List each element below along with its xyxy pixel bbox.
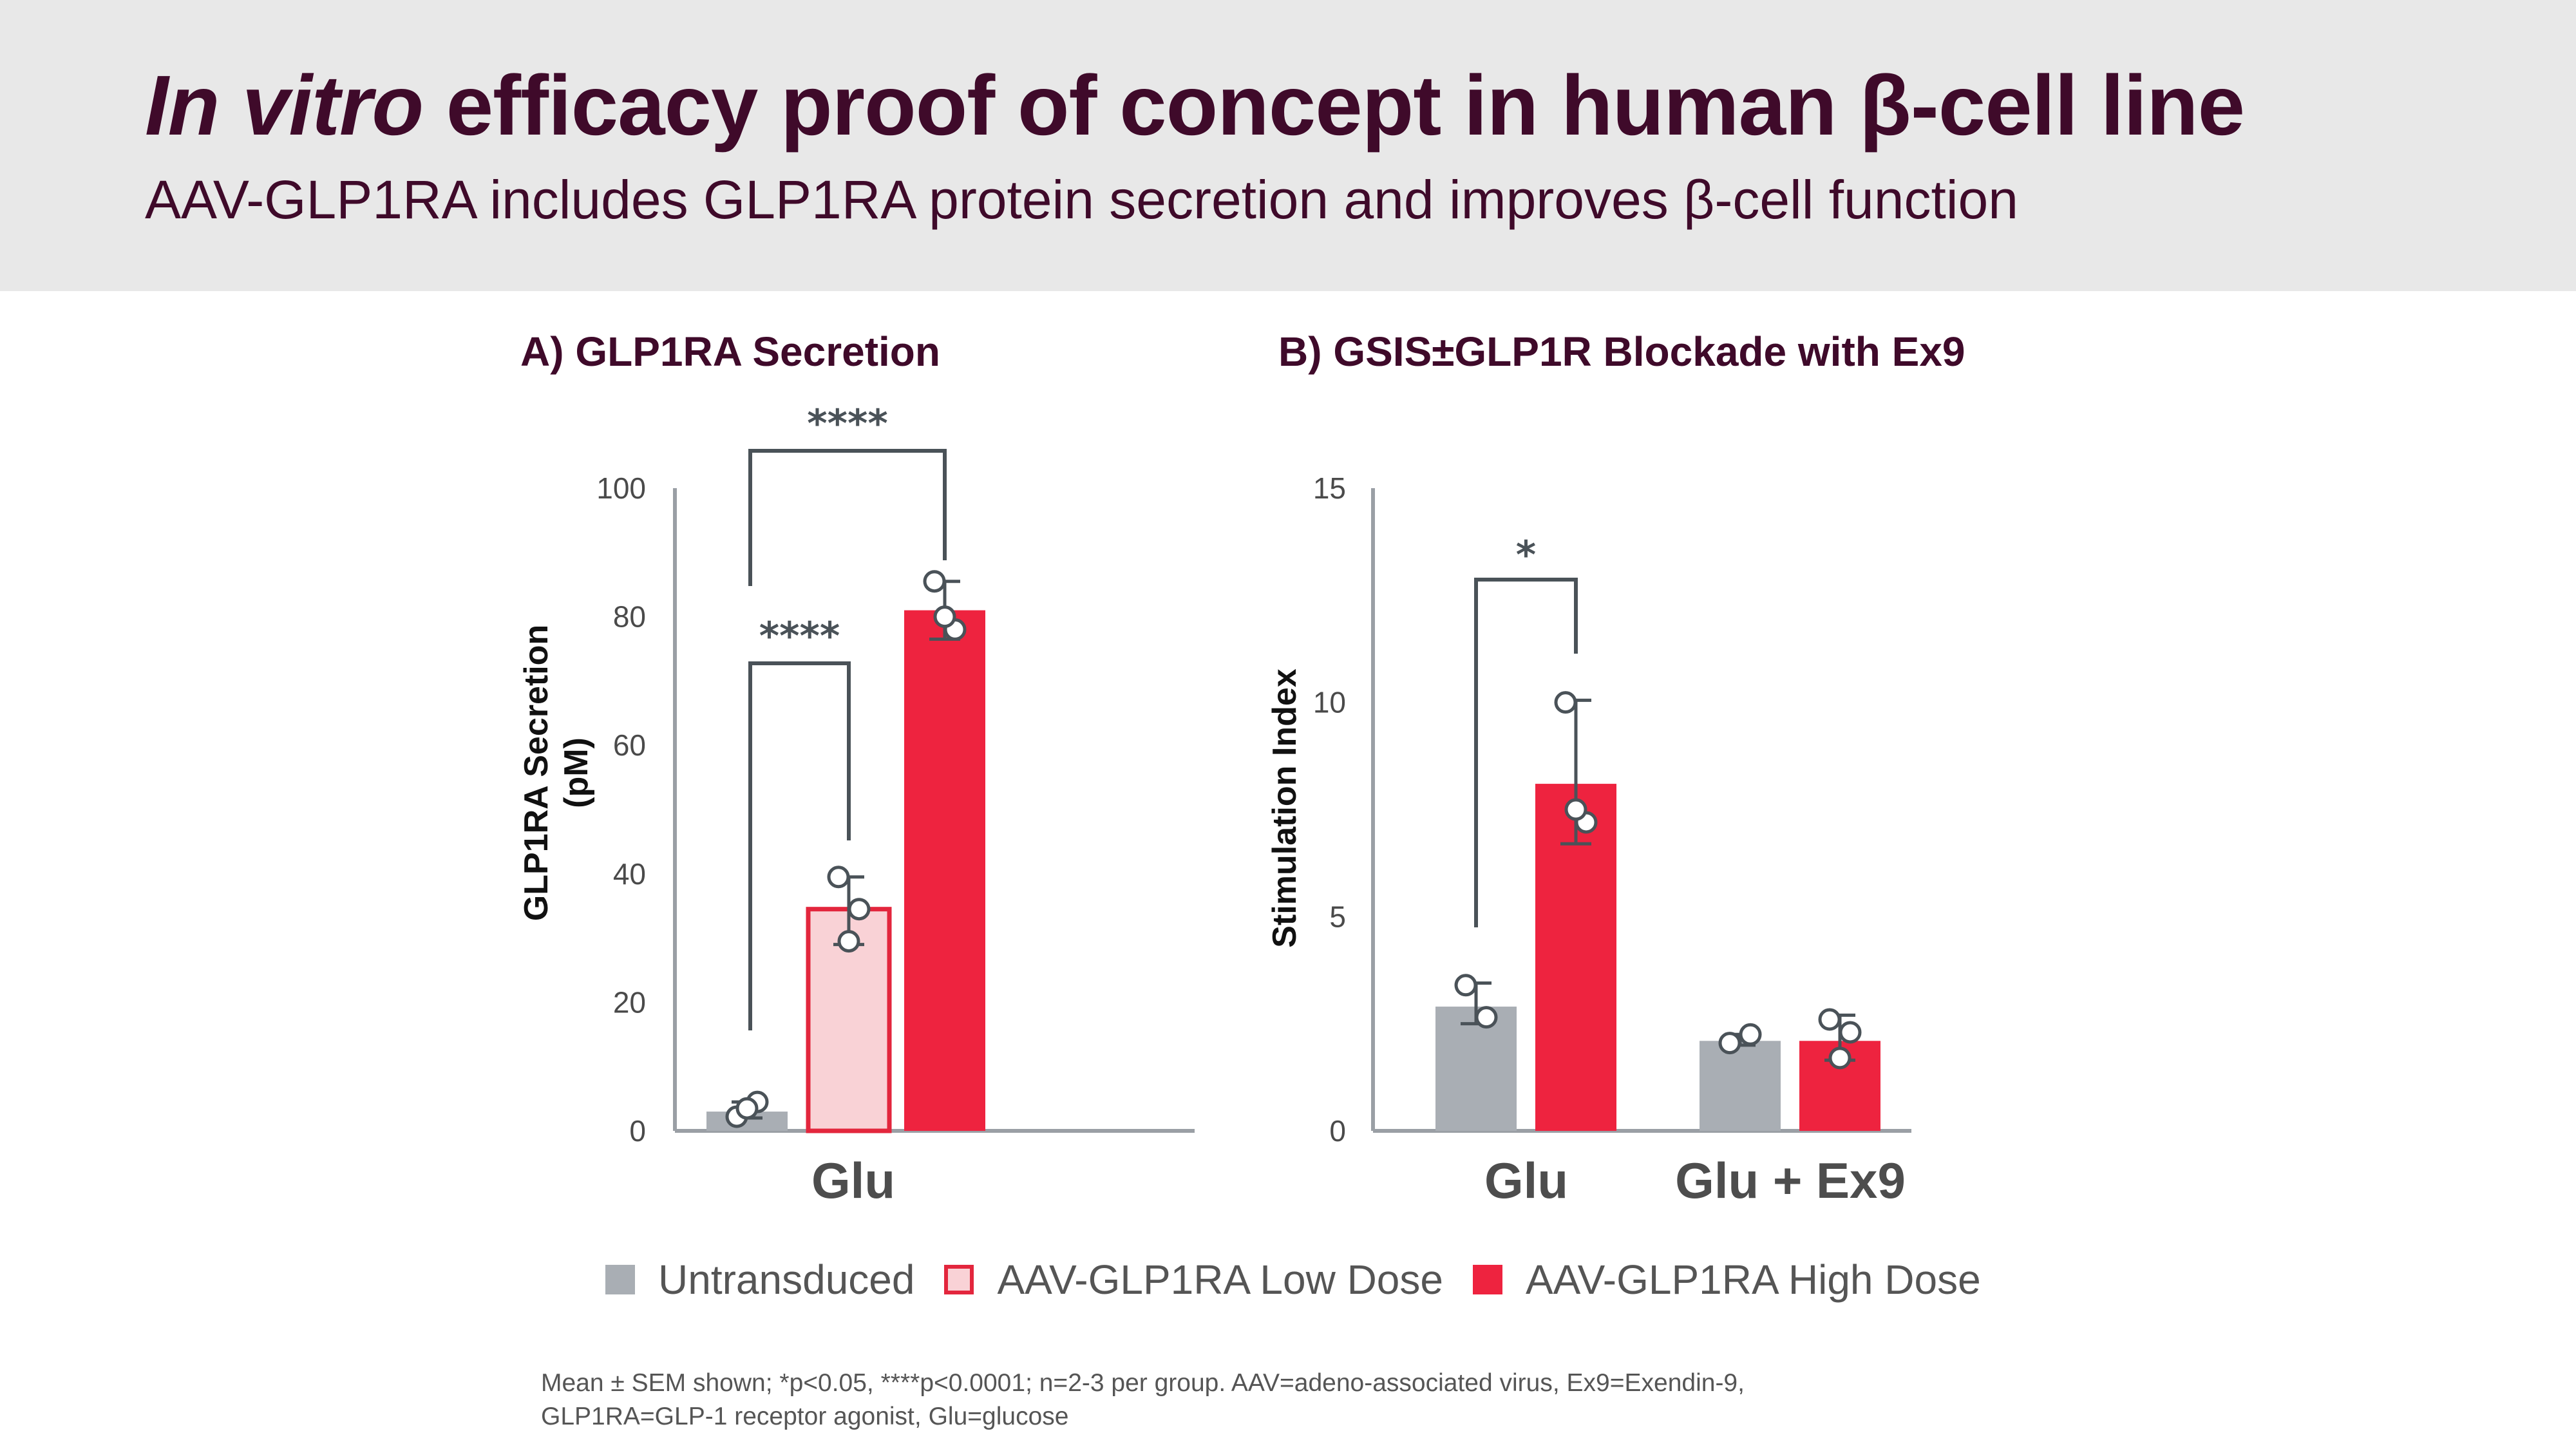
panel-b-untransduced-data-point [1718,1032,1741,1055]
legend-label-low-dose: AAV-GLP1RA Low Dose [997,1256,1443,1303]
panel-a-category-label: Glu [811,1152,895,1209]
panel-a-y-tick-label: 40 [613,857,646,891]
panel-a-sig-bracket-high [748,449,947,586]
panel-a-high-data-point [923,570,946,593]
page-title: In vitro efficacy proof of concept in hu… [145,57,2245,154]
panel-a-sig-label-low: **** [759,614,840,659]
panel-b-high-data-point [1818,1008,1841,1031]
panel-a-high-data-point [933,605,956,629]
footnote-line-2: GLP1RA=GLP-1 receptor agonist, Glu=gluco… [541,1403,1069,1430]
footnote: Mean ± SEM shown; *p<0.05, ****p<0.0001;… [541,1367,1958,1434]
footnote-line-1: Mean ± SEM shown; *p<0.05, ****p<0.0001;… [541,1369,1745,1397]
panel-b-high-data-point [1828,1046,1852,1070]
panel-a-untransduced-data-point [735,1097,759,1120]
panel-a-low-data-point [827,866,850,889]
panel-b-category-label-glu-ex9: Glu + Ex9 [1675,1152,1906,1209]
panel-b-untransduced-data-point [1739,1023,1762,1046]
panel-b-high-data-point [1564,798,1587,821]
legend-item-untransduced: Untransduced [605,1256,914,1303]
panel-b-title: B) GSIS±GLP1R Blockade with Ex9 [1278,328,1965,375]
legend-label-untransduced: Untransduced [658,1256,915,1303]
panel-b-sig-bracket [1474,578,1578,927]
panel-a-low-data-point [837,930,860,953]
panel-b-y-tick-label: 10 [1313,686,1346,719]
legend-item-low-dose: AAV-GLP1RA Low Dose [944,1256,1443,1303]
panel-b-bar-untransduced-glu-ex9 [1700,1041,1781,1131]
page-subtitle: AAV-GLP1RA includes GLP1RA protein secre… [145,169,2018,230]
panel-b-category-label-glu: Glu [1484,1152,1568,1209]
legend: Untransduced AAV-GLP1RA Low Dose AAV-GLP… [605,1256,2011,1303]
panel-b-bar-untransduced-glu [1435,1007,1517,1131]
panel-a-y-tick-label: 100 [596,471,646,505]
panel-b-untransduced-data-point [1475,1006,1498,1029]
panel-b-y-tick-label: 5 [1329,900,1346,933]
panel-a-bar-high [904,610,985,1131]
legend-label-high-dose: AAV-GLP1RA High Dose [1525,1256,1981,1303]
panel-a-y-tick-label: 20 [613,985,646,1019]
panel-a-title: A) GLP1RA Secretion [520,328,940,375]
panel-a-y-tick-label: 60 [613,728,646,762]
panel-a-y-tick-label: 80 [613,600,646,634]
legend-swatch-untransduced [605,1265,635,1294]
legend-swatch-low-dose [944,1265,974,1294]
title-italic: In vitro [145,58,424,153]
panel-a-low-data-point [848,898,871,921]
panel-b-untransduced-data-point [1454,974,1477,997]
panel-b-y-axis-title: Stimulation Index [1266,668,1303,947]
panel-a-sig-bracket-low [748,661,851,1030]
panel-b-high-data-point [1554,691,1577,714]
panel-b-high-data-point [1839,1021,1862,1044]
panel-a-y-tick-label: 0 [629,1114,646,1148]
legend-swatch-high-dose [1472,1265,1502,1294]
panel-a-sig-label-high: **** [807,401,888,446]
panel-a-y-axis-title: GLP1RA Secretion(pM) [518,625,595,921]
title-rest: efficacy proof of concept in human β-cel… [423,58,2245,153]
panel-b-y-tick-label: 0 [1329,1114,1346,1148]
panel-b-sig-label: * [1516,533,1536,578]
header-banner: In vitro efficacy proof of concept in hu… [0,0,2576,291]
panel-b-y-tick-label: 15 [1313,471,1346,505]
legend-item-high-dose: AAV-GLP1RA High Dose [1472,1256,1981,1303]
